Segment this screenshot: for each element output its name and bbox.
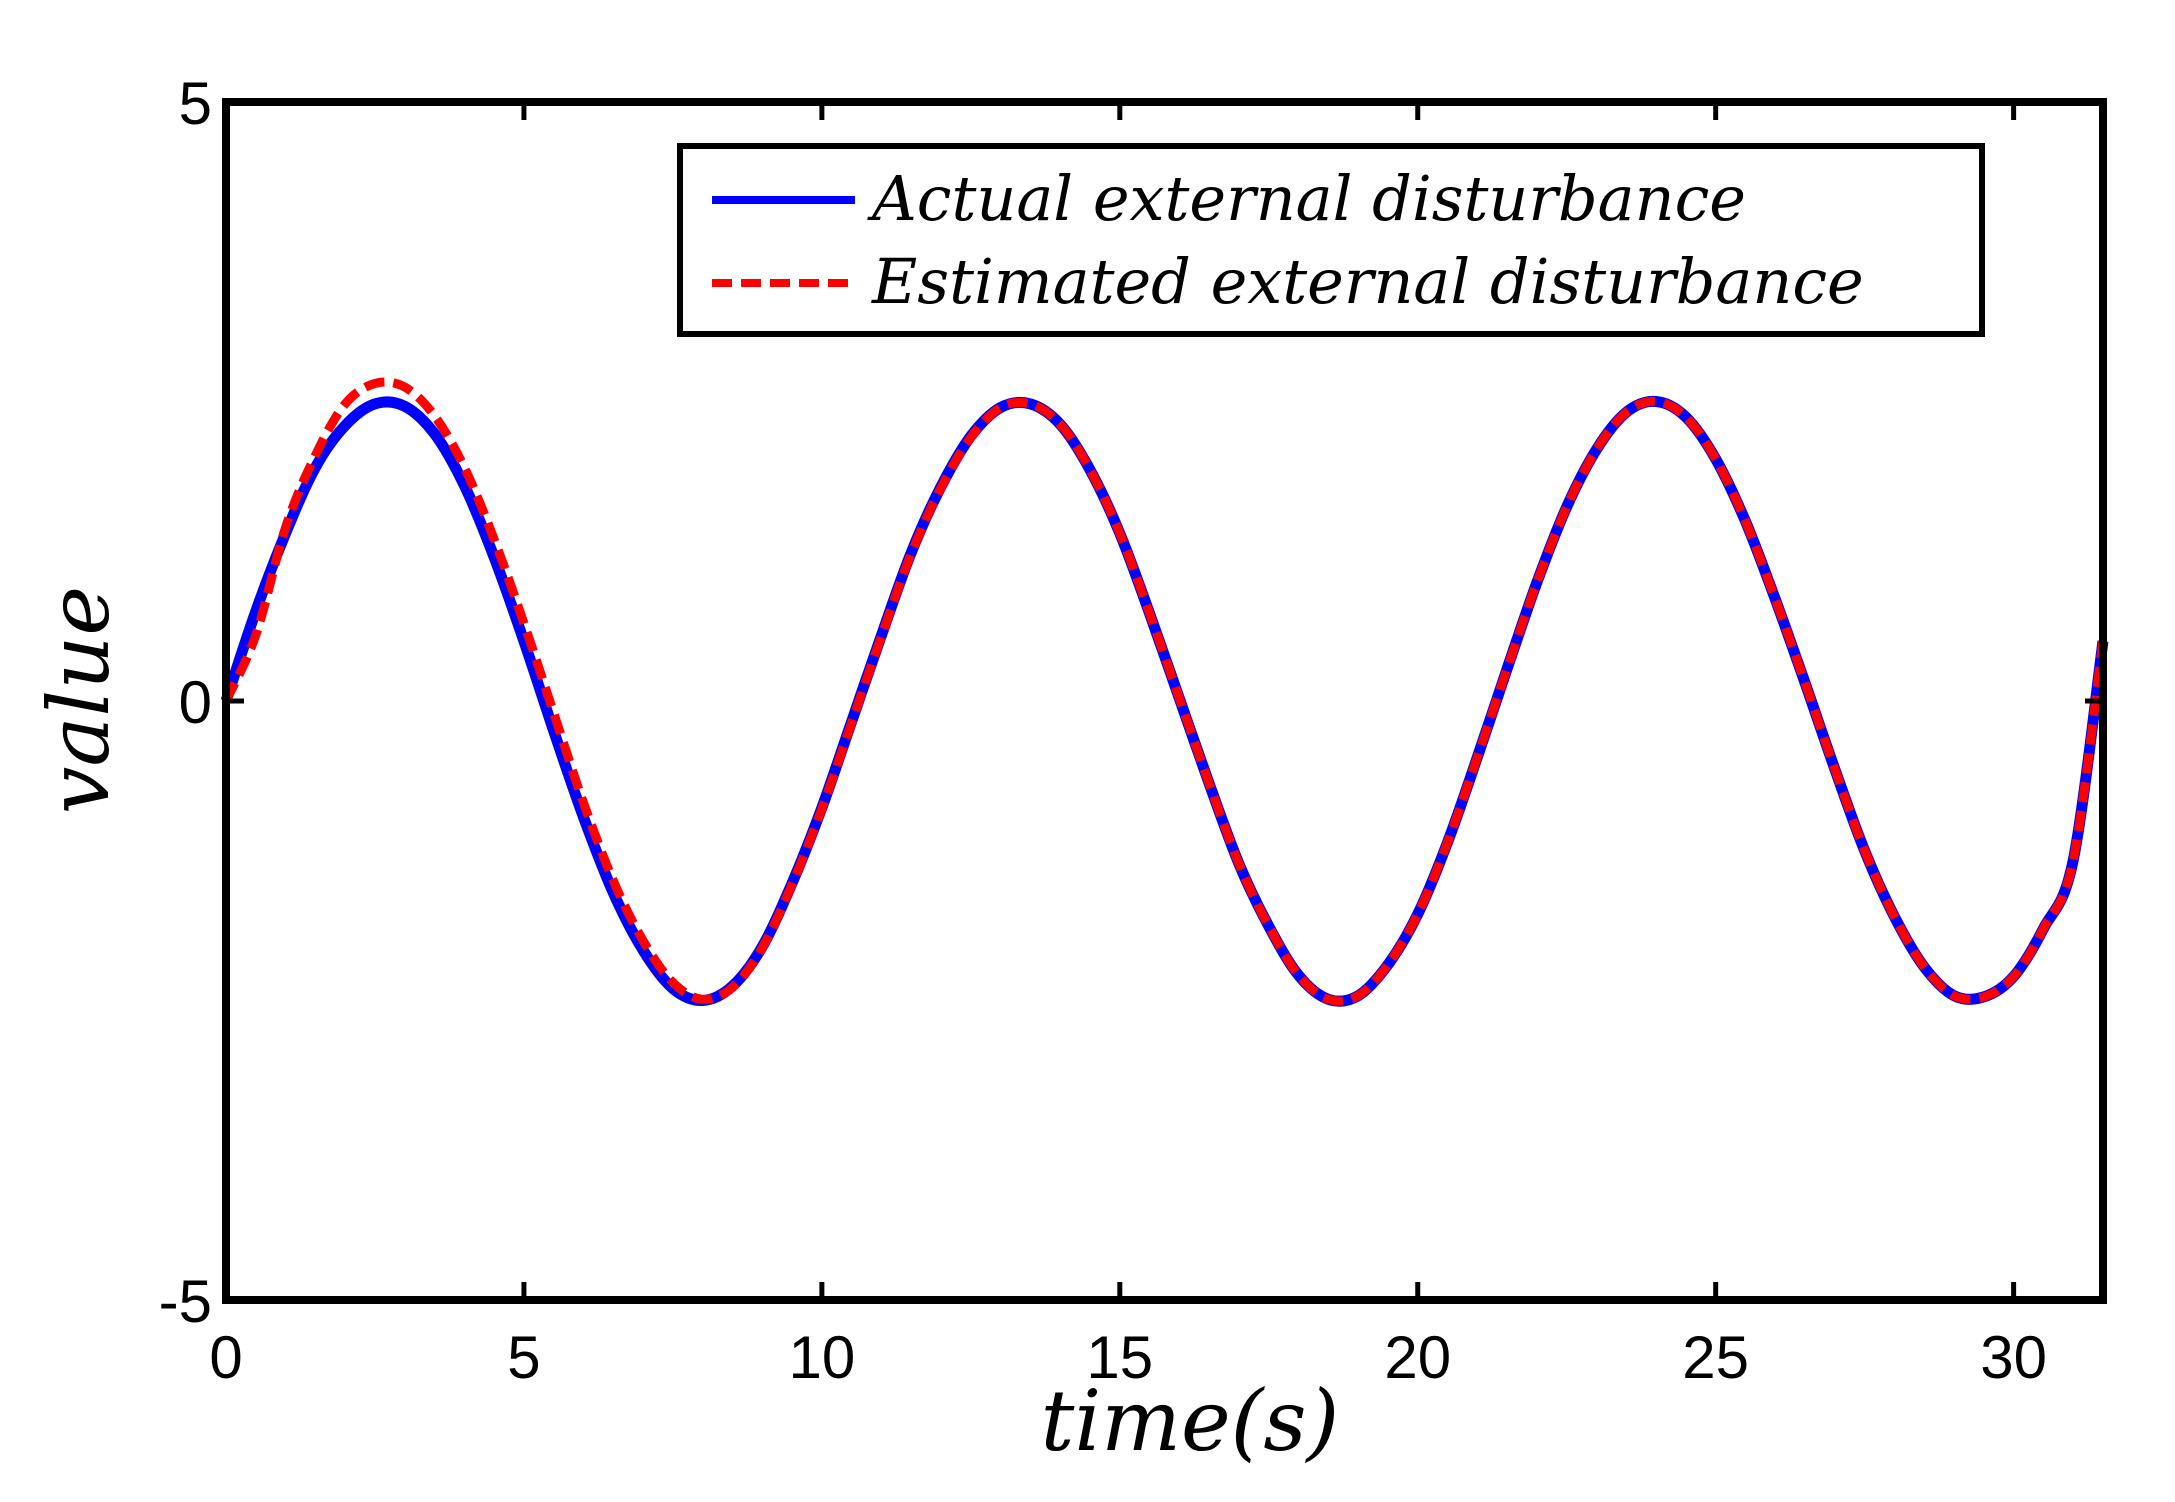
x-tick-label: 30 [1980, 1324, 2047, 1391]
series-line-estimated [221, 377, 2108, 1006]
x-tick-label: 25 [1682, 1324, 1749, 1391]
x-tick-label: 20 [1384, 1324, 1451, 1391]
y-tick-label: 0 [179, 669, 212, 736]
x-tick-label: 5 [507, 1324, 540, 1391]
legend-box [677, 143, 1985, 337]
x-axis-title: time(s) [1041, 1372, 1340, 1470]
legend-label-actual: Actual external disturbance [867, 162, 1746, 235]
legend-label-estimated: Estimated external disturbance [871, 245, 1864, 318]
series-layer [220, 377, 2109, 1007]
x-tick-label: 0 [209, 1324, 242, 1391]
y-tick-label: 5 [179, 70, 212, 137]
legend: Actual external disturbance Estimated ex… [677, 143, 1985, 337]
x-tick-label: 15 [1086, 1324, 1153, 1391]
y-tick-label: -5 [159, 1268, 212, 1335]
y-axis-title: value [30, 586, 128, 814]
x-tick-label: 10 [788, 1324, 855, 1391]
axes-frame [222, 98, 2107, 1304]
